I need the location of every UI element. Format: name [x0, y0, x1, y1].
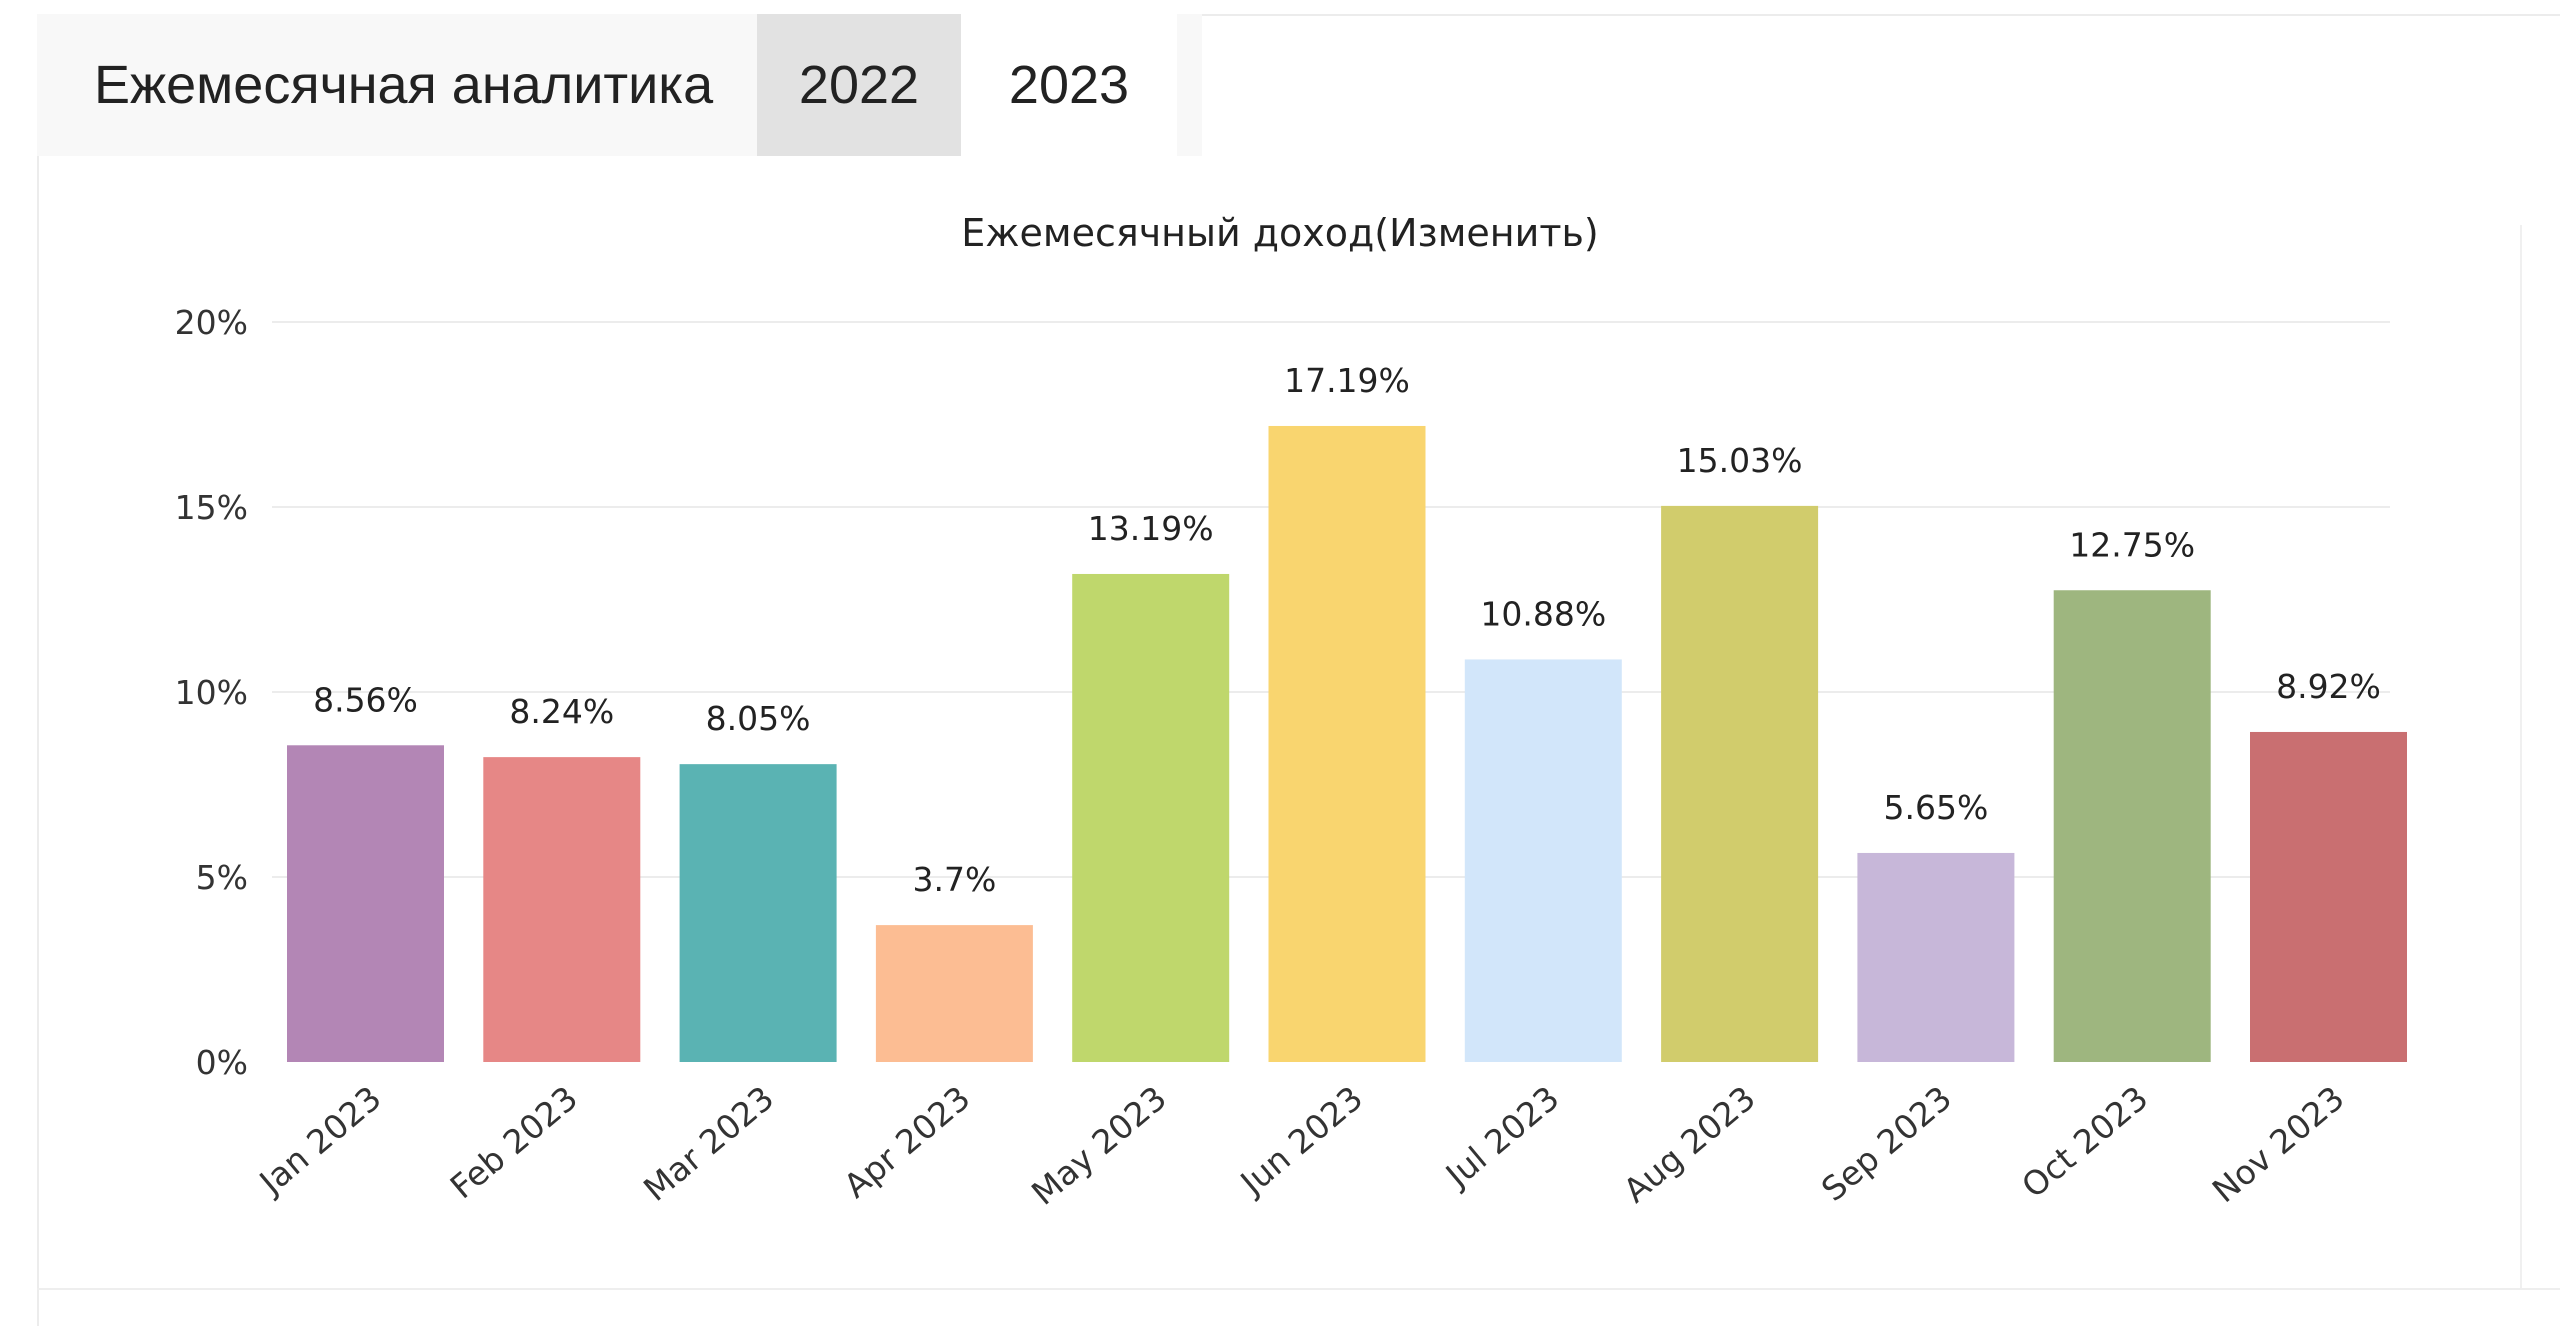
data-label: 12.75%	[2069, 525, 2195, 564]
x-tick-label: May 2023	[1024, 1078, 1174, 1212]
data-label: 8.92%	[2276, 667, 2381, 706]
data-label: 8.56%	[313, 680, 418, 719]
x-tick-label: Sep 2023	[1814, 1078, 1959, 1209]
x-tick-label: Aug 2023	[1616, 1078, 1763, 1210]
x-tick-label: Oct 2023	[2014, 1078, 2155, 1205]
bar[interactable]	[2250, 731, 2407, 1062]
analytics-header: Ежемесячная аналитика 2022 2023	[37, 14, 1202, 156]
bar[interactable]	[287, 745, 444, 1062]
bar[interactable]	[875, 925, 1033, 1062]
x-tick-label: Feb 2023	[443, 1078, 585, 1206]
bar[interactable]	[1072, 573, 1230, 1062]
y-axis: 0% 5% 10% 15% 20%	[175, 303, 248, 1082]
data-label: 13.19%	[1088, 509, 1214, 548]
y-tick-label: 0%	[196, 1043, 248, 1082]
tab-2023[interactable]: 2023	[961, 14, 1177, 156]
y-tick-label: 10%	[175, 673, 248, 712]
footer-divider	[37, 1288, 2560, 1290]
data-label: 8.24%	[509, 692, 614, 731]
bar[interactable]	[1857, 852, 2015, 1062]
data-labels: 8.56% 8.24% 8.05% 3.7% 13.19% 17.19% 10.88% 15.…	[313, 361, 2381, 899]
data-label: 15.03%	[1677, 441, 1803, 480]
chart-title[interactable]: Ежемесячный доход(Изменить)	[961, 211, 1598, 255]
data-label: 5.65%	[1883, 788, 1988, 827]
bar[interactable]	[2053, 590, 2211, 1062]
bar[interactable]	[1661, 505, 1819, 1062]
bar[interactable]	[483, 757, 641, 1062]
x-tick-label: Mar 2023	[636, 1078, 781, 1209]
x-tick-label: Nov 2023	[2205, 1078, 2352, 1210]
bar-series	[287, 425, 2407, 1063]
tab-2022[interactable]: 2022	[757, 14, 961, 156]
page-title: Ежемесячная аналитика	[94, 55, 714, 115]
x-tick-label: Apr 2023	[836, 1078, 977, 1205]
bar[interactable]	[1464, 659, 1622, 1062]
data-label: 8.05%	[706, 699, 811, 738]
x-tick-label: Jun 2023	[1232, 1078, 1370, 1203]
data-label: 10.88%	[1480, 594, 1606, 633]
y-tick-label: 15%	[175, 488, 248, 527]
data-label: 3.7%	[912, 860, 996, 899]
data-label: 17.19%	[1284, 361, 1410, 400]
bar[interactable]	[679, 764, 837, 1062]
x-tick-label: Jan 2023	[251, 1078, 389, 1203]
bar[interactable]	[1268, 425, 1426, 1063]
y-tick-label: 20%	[175, 303, 248, 342]
panel-divider	[2520, 225, 2522, 1288]
y-tick-label: 5%	[196, 858, 248, 897]
x-tick-label: Jul 2023	[1437, 1078, 1566, 1195]
x-axis: Jan 2023 Feb 2023 Mar 2023 Apr 2023 May 2023…	[251, 1078, 2352, 1212]
